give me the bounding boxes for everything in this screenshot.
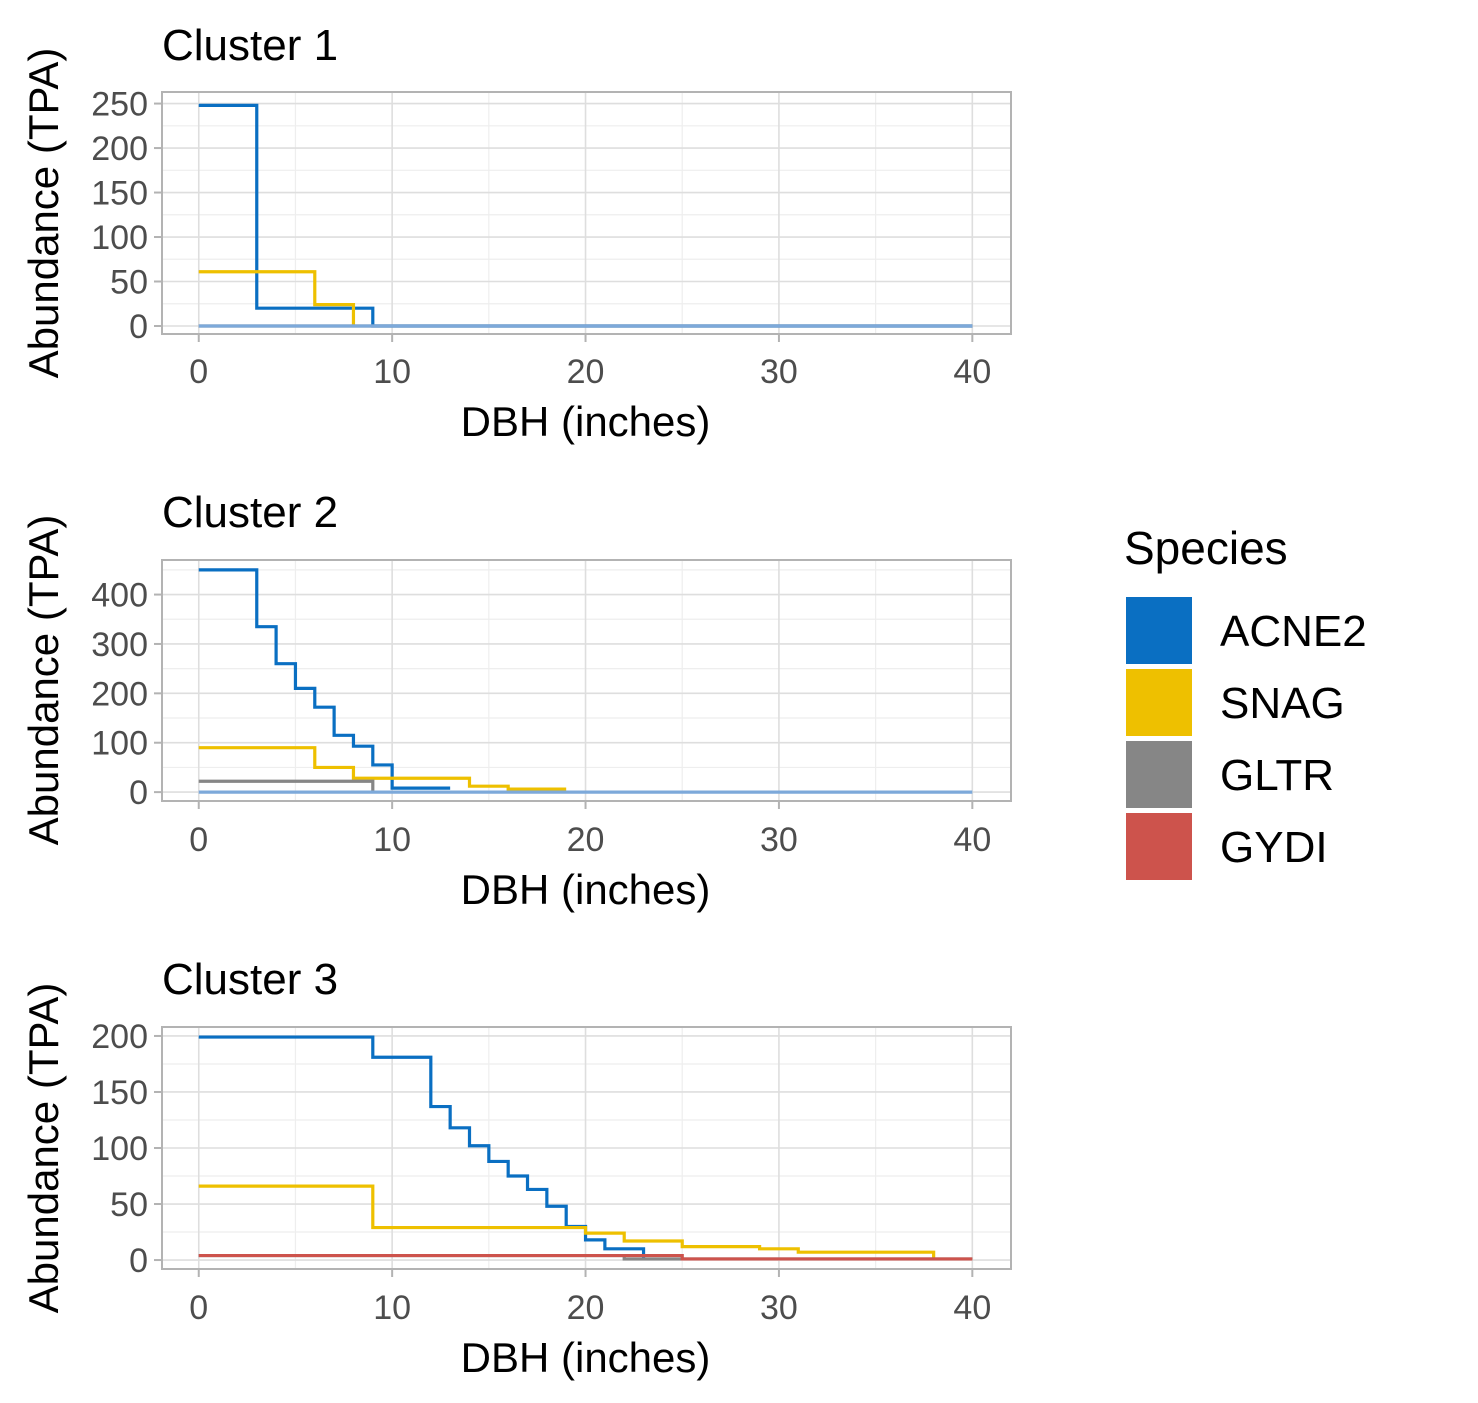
legend-label: SNAG	[1220, 679, 1345, 728]
series-line-gydi	[198, 1253, 973, 1261]
y-tick-label: 300	[91, 626, 148, 664]
x-tick-label: 10	[373, 821, 411, 859]
series-line-snag	[198, 270, 356, 326]
y-tick-label: 150	[91, 175, 148, 213]
legend-label: GLTR	[1220, 751, 1334, 800]
y-axis-title: Abundance (TPA)	[20, 515, 67, 846]
x-axis-title: DBH (inches)	[461, 398, 711, 445]
panel-border	[161, 91, 1012, 335]
y-axis-title: Abundance (TPA)	[20, 48, 67, 379]
legend-items: ACNE2 SNAG GLTR GYDI	[1126, 597, 1367, 880]
series-line-snag	[198, 746, 567, 791]
y-tick-label: 100	[91, 725, 148, 763]
y-tick-label: 400	[91, 577, 148, 615]
x-tick-label: 30	[760, 353, 798, 391]
y-tick-label: 100	[91, 1130, 148, 1168]
x-tick-label: 20	[567, 353, 605, 391]
panel-title: Cluster 2	[162, 488, 338, 537]
x-tick-label: 0	[189, 353, 208, 391]
legend-item-acne2: ACNE2	[1126, 597, 1367, 664]
x-axis-title: DBH (inches)	[461, 866, 711, 913]
series-line-acne2	[198, 1035, 646, 1261]
y-tick-label: 250	[91, 86, 148, 124]
x-tick-label: 40	[953, 1289, 991, 1327]
y-tick-label: 0	[129, 308, 148, 346]
legend-key	[1126, 669, 1192, 736]
legend: Species ACNE2 SNAG GLTR GYDI	[1124, 522, 1367, 880]
x-tick-label: 0	[189, 1289, 208, 1327]
x-tick-label: 20	[567, 1289, 605, 1327]
y-tick-label: 0	[129, 1242, 148, 1280]
legend-item-snag: SNAG	[1126, 669, 1345, 736]
series-line-gltr	[198, 779, 375, 793]
y-tick-label: 150	[91, 1074, 148, 1112]
panel-title: Cluster 3	[162, 955, 338, 1004]
y-tick-label: 200	[91, 1018, 148, 1056]
legend-label: GYDI	[1220, 823, 1328, 872]
x-tick-label: 40	[953, 821, 991, 859]
legend-title: Species	[1124, 522, 1288, 574]
legend-key	[1126, 741, 1192, 808]
y-tick-label: 50	[110, 1186, 148, 1224]
x-tick-label: 30	[760, 1289, 798, 1327]
x-tick-label: 0	[189, 821, 208, 859]
legend-item-gltr: GLTR	[1126, 741, 1334, 808]
y-tick-label: 200	[91, 675, 148, 713]
y-tick-label: 50	[110, 264, 148, 302]
x-tick-label: 30	[760, 821, 798, 859]
series-line-snag	[198, 1184, 936, 1261]
x-axis-title: DBH (inches)	[461, 1334, 711, 1381]
x-tick-label: 10	[373, 1289, 411, 1327]
y-tick-label: 100	[91, 219, 148, 257]
y-tick-label: 0	[129, 774, 148, 812]
chart-panel-1: 0 10 20 30 40 0 50 100 150 200 250 Cluster 1 DBH (in…	[20, 21, 1012, 445]
panel-border	[161, 559, 1012, 802]
legend-key	[1126, 813, 1192, 880]
x-tick-label: 40	[953, 353, 991, 391]
x-tick-label: 20	[567, 821, 605, 859]
chart-panel-3: 0 10 20 30 40 0 50 100 150 200 Cluster 3 DBH (inche…	[20, 955, 1012, 1381]
legend-item-gydi: GYDI	[1126, 813, 1328, 880]
legend-key	[1126, 597, 1192, 664]
x-tick-label: 10	[373, 353, 411, 391]
panel-title: Cluster 1	[162, 21, 338, 70]
y-tick-label: 200	[91, 130, 148, 168]
y-axis-title: Abundance (TPA)	[20, 983, 67, 1314]
series-line-acne2	[198, 568, 451, 790]
legend-label: ACNE2	[1220, 607, 1367, 656]
